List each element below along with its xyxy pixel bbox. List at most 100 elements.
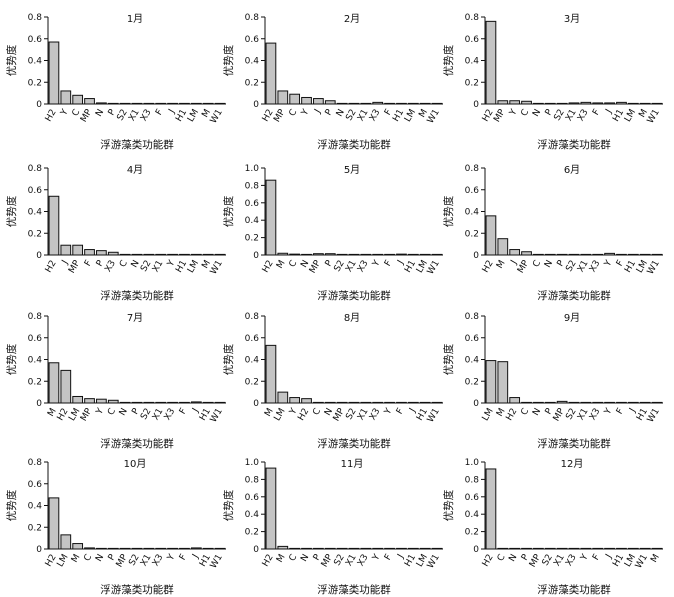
x-tick-label: M	[275, 553, 288, 565]
bar-F	[179, 547, 190, 550]
y-tick-label: 0.2	[28, 229, 42, 239]
bar-C	[521, 401, 532, 404]
bar-F	[384, 253, 395, 256]
bar-Y	[60, 90, 72, 105]
x-tick-label: LM	[186, 259, 201, 275]
bar-W1	[214, 102, 226, 105]
bar-N	[96, 102, 107, 105]
bar-X1	[131, 102, 143, 105]
x-tick-label: H2	[261, 553, 276, 569]
y-tick-label: 0	[473, 251, 479, 261]
x-tick-label: F	[615, 259, 626, 268]
x-tick-label: X1	[151, 259, 166, 274]
bar-Y	[372, 547, 384, 550]
bar-J	[604, 547, 615, 550]
bar-P	[544, 102, 556, 105]
x-tick-label: J	[313, 108, 323, 116]
x-tick-label: X3	[564, 553, 579, 568]
chart-title: 4月	[127, 164, 143, 176]
y-tick-label: 0.2	[28, 377, 42, 387]
bar-S2	[556, 102, 568, 105]
x-axis-label: 浮游藻类功能群	[317, 138, 391, 151]
bar-P	[544, 401, 556, 404]
bar-M	[265, 344, 277, 404]
x-tick-label: N	[531, 108, 543, 119]
bar-F	[84, 249, 95, 256]
y-tick-label: 0.6	[245, 35, 260, 45]
bar-Y	[289, 397, 301, 404]
bar-X3	[107, 251, 119, 256]
x-tick-label: N	[299, 553, 311, 564]
bar-F	[592, 547, 604, 550]
x-tick-label: C	[106, 407, 118, 417]
x-tick-label: X3	[368, 407, 383, 422]
x-tick-label: W1	[426, 259, 442, 277]
bar-F	[396, 401, 407, 404]
y-tick-label: 0.6	[465, 334, 480, 344]
x-tick-label: J	[408, 407, 418, 415]
x-tick-label: J	[396, 553, 406, 561]
x-tick-label: MP	[308, 258, 324, 275]
x-tick-label: P	[544, 107, 556, 117]
x-tick-label: C	[82, 553, 94, 563]
x-tick-label: S2	[344, 407, 358, 422]
x-tick-label: S2	[333, 259, 347, 274]
bar-H2	[485, 468, 497, 550]
chart-title: 7月	[127, 312, 143, 324]
bar-H1	[202, 547, 214, 550]
y-tick-label: 0.2	[245, 377, 259, 387]
x-tick-label: H2	[481, 553, 496, 569]
chart-title: 8月	[344, 312, 360, 324]
bar-X3	[372, 401, 384, 404]
x-tick-label: LM	[623, 108, 638, 124]
x-tick-label: J	[191, 407, 201, 415]
bar-P	[521, 547, 532, 550]
x-tick-label: M	[70, 553, 83, 565]
y-tick-label: 0.4	[465, 57, 480, 67]
x-tick-label: Y	[94, 406, 106, 417]
bar-H2	[265, 42, 277, 105]
y-tick-label: 0.8	[245, 181, 260, 191]
bar-X3	[372, 101, 384, 105]
bar-MP	[84, 398, 95, 404]
x-tick-label: LM	[56, 553, 71, 569]
x-tick-label: S2	[541, 553, 555, 568]
x-tick-label: F	[383, 108, 394, 117]
y-axis-label: 优势度	[5, 489, 18, 521]
y-tick-label: 0.6	[465, 186, 480, 196]
bar-H2	[48, 497, 60, 550]
bar-S2	[336, 253, 348, 256]
bar-S2	[348, 401, 360, 404]
x-tick-label: N	[118, 407, 130, 418]
y-tick-label: 0.2	[465, 229, 479, 239]
x-tick-label: F	[178, 407, 189, 416]
x-tick-label: M	[46, 407, 59, 419]
bar-X1	[155, 401, 167, 404]
y-tick-label: 0.6	[245, 199, 260, 209]
bar-F	[616, 253, 627, 256]
bar-X1	[155, 253, 167, 256]
x-tick-label: S2	[553, 108, 567, 123]
y-tick-label: 1.0	[245, 164, 260, 174]
bar-X3	[143, 102, 155, 105]
bar-MP	[533, 547, 544, 550]
y-tick-label: 0.2	[465, 78, 479, 88]
x-tick-label: F	[395, 407, 406, 416]
bar-X1	[348, 547, 360, 550]
x-tick-label: N	[507, 553, 519, 564]
x-tick-label: X3	[356, 259, 371, 274]
bar-W1	[651, 253, 663, 256]
bar-LM	[639, 253, 651, 256]
x-tick-label: P	[324, 107, 336, 117]
y-axis-label: 优势度	[5, 44, 18, 76]
x-axis-label: 浮游藻类功能群	[100, 289, 174, 302]
bar-Y	[509, 100, 521, 105]
x-tick-label: F	[591, 553, 602, 562]
bar-H2	[509, 397, 521, 404]
y-tick-label: 0.8	[245, 312, 260, 322]
x-tick-label: Y	[382, 406, 394, 417]
y-tick-label: 0.2	[245, 528, 259, 538]
